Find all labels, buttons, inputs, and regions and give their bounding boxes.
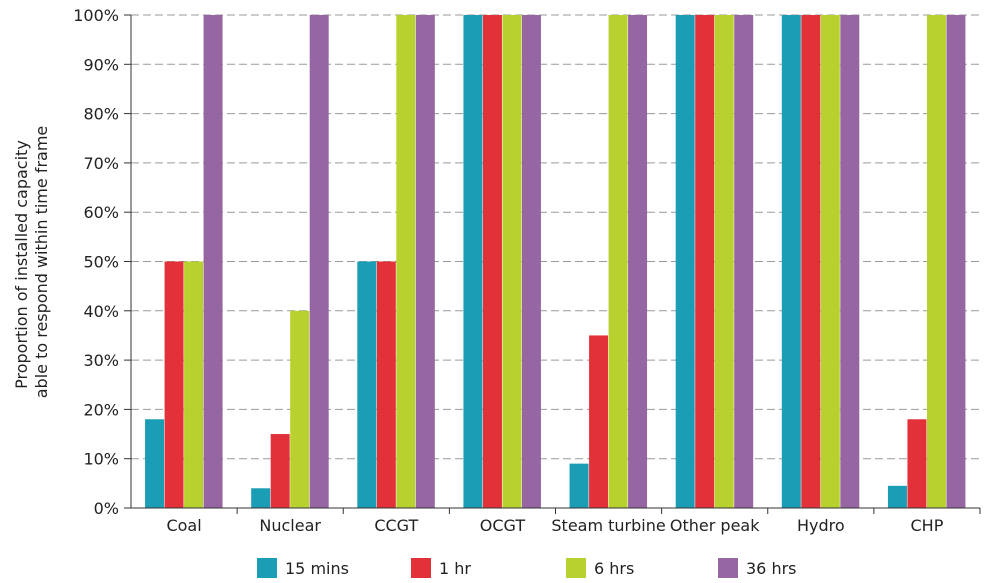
bar [801, 15, 821, 508]
y-tick-label: 0% [94, 499, 119, 518]
legend-label: 15 mins [285, 559, 349, 578]
y-tick-label: 80% [83, 105, 119, 124]
y-tick-label: 50% [83, 253, 119, 272]
bar [907, 419, 927, 508]
category-label: Hydro [797, 516, 845, 535]
bar [628, 15, 648, 508]
bar [781, 15, 801, 508]
y-tick-labels: 0% 10% 20% 30% 40% 50% 60% 70% 80% 90% 100% [73, 6, 119, 518]
bar [569, 463, 589, 508]
y-tick-label: 10% [83, 450, 119, 469]
legend-label: 6 hrs [594, 559, 634, 578]
y-axis-label-line-2: able to respond within time frame [32, 126, 51, 399]
bar [203, 15, 223, 508]
bar [675, 15, 695, 508]
y-axis-label: Proportion of installed capacity able to… [12, 126, 51, 399]
y-tick-label: 20% [83, 400, 119, 419]
axes [130, 15, 981, 514]
gridlines [124, 14, 980, 509]
category-label: Nuclear [259, 516, 321, 535]
bar [946, 15, 966, 508]
bar [270, 434, 290, 508]
bar [502, 15, 522, 508]
bars [145, 15, 966, 508]
bar [840, 15, 860, 508]
bar [145, 419, 165, 508]
bar [521, 15, 541, 508]
category-label: Other peak [670, 516, 760, 535]
legend-swatch [718, 558, 738, 578]
category-label: OCGT [480, 516, 526, 535]
category-label: CHP [911, 516, 944, 535]
bar [415, 15, 435, 508]
bar [589, 335, 609, 508]
bar [608, 15, 628, 508]
legend-swatch [411, 558, 431, 578]
y-tick-label: 100% [73, 6, 119, 25]
y-tick-label: 90% [83, 55, 119, 74]
legend-label: 36 hrs [746, 559, 797, 578]
y-axis-label-line-1: Proportion of installed capacity [12, 140, 31, 389]
y-tick-label: 70% [83, 154, 119, 173]
bar [734, 15, 754, 508]
bar [290, 310, 310, 508]
y-tick-label: 30% [83, 351, 119, 370]
bar [463, 15, 483, 508]
bar [376, 261, 396, 508]
bar [482, 15, 502, 508]
bar [396, 15, 416, 508]
category-label: Steam turbine [551, 516, 665, 535]
bar [184, 261, 204, 508]
bar [820, 15, 840, 508]
bar [887, 485, 907, 508]
bar [251, 488, 271, 508]
bar [357, 261, 377, 508]
category-label: CCGT [374, 516, 418, 535]
bar [714, 15, 734, 508]
bar [164, 261, 184, 508]
legend-swatch [566, 558, 586, 578]
category-labels: Coal Nuclear CCGT OCGT Steam turbine Other pe… [166, 516, 943, 535]
bar [926, 15, 946, 508]
bar [695, 15, 715, 508]
legend-swatch [257, 558, 277, 578]
y-tick-label: 40% [83, 302, 119, 321]
y-tick-label: 60% [83, 203, 119, 222]
category-label: Coal [166, 516, 201, 535]
bar [309, 15, 329, 508]
legend-label: 1 hr [439, 559, 471, 578]
legend: 15 mins 1 hr 6 hrs 36 hrs [257, 558, 797, 578]
